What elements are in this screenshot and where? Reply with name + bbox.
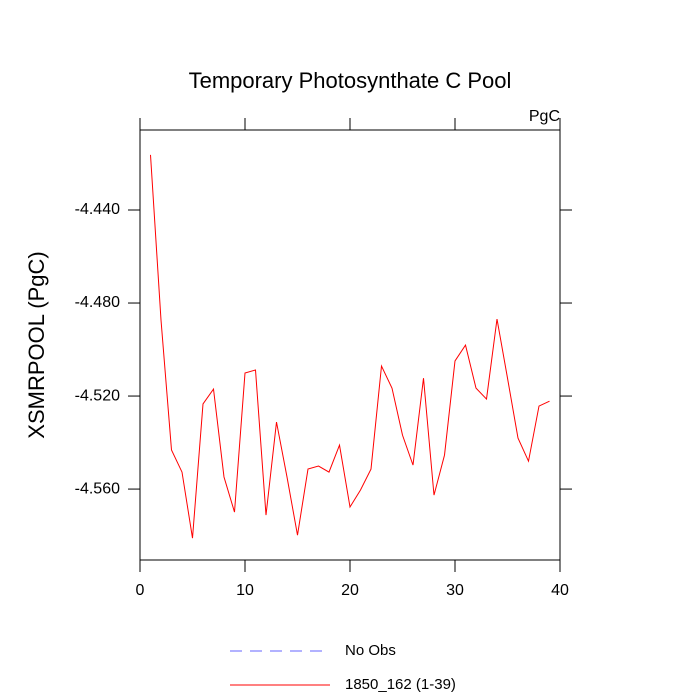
x-tick-label: 40 [551,582,569,599]
x-tick-label: 10 [236,582,254,599]
y-tick-label: -4.480 [75,294,120,311]
units-label: PgC [529,108,560,125]
legend-label: No Obs [345,642,396,659]
legend-label: 1850_162 (1-39) [345,676,456,693]
chart-title: Temporary Photosynthate C Pool [189,68,512,93]
data-line [150,154,550,539]
x-tick-label: 30 [446,582,464,599]
y-axis-label: XSMRPOOL (PgC) [24,251,49,438]
y-tick-label: -4.560 [75,480,120,497]
y-tick-label: -4.440 [75,201,120,218]
x-tick-label: 0 [136,582,145,599]
y-tick-label: -4.520 [75,387,120,404]
x-tick-label: 20 [341,582,359,599]
plot-frame [139,129,561,561]
